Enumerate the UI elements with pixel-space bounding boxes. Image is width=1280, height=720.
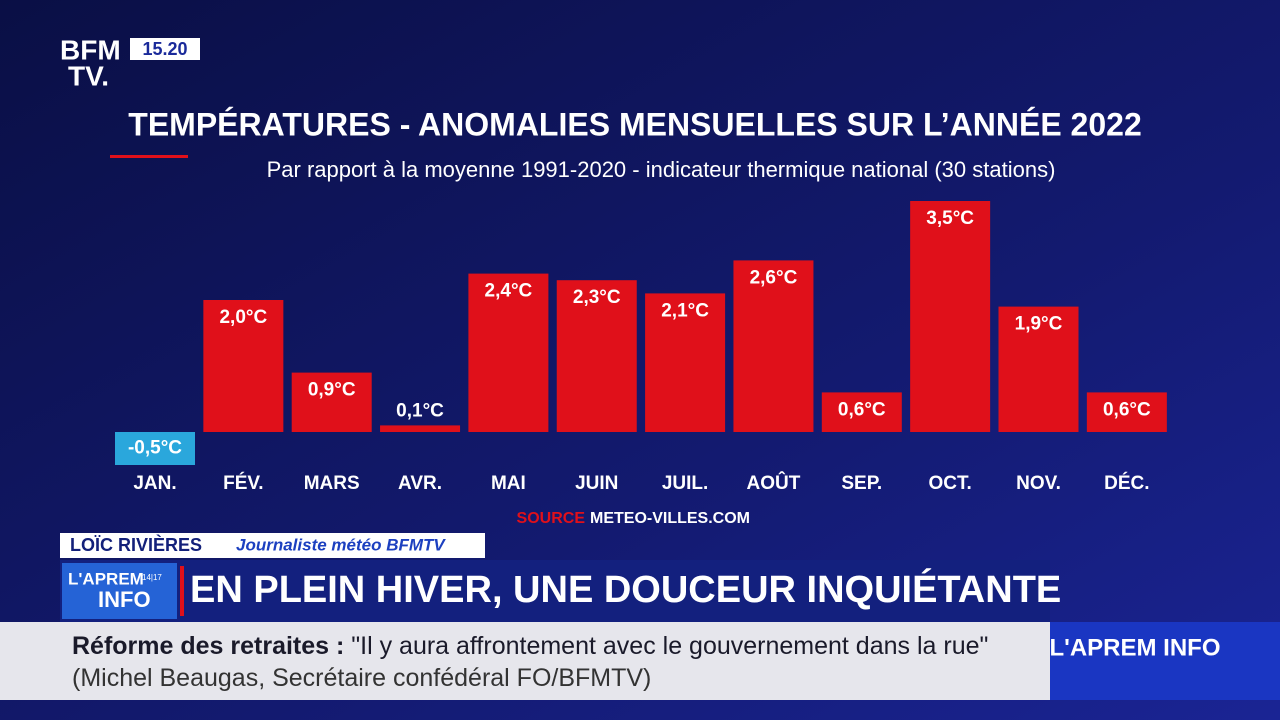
presenter-name: LOÏC RIVIÈRES — [70, 534, 202, 555]
bar — [733, 260, 814, 432]
clock: 15.20 — [142, 39, 187, 59]
value-label: 2,0°C — [219, 307, 267, 328]
bar — [998, 306, 1079, 432]
channel-logo: BFM — [60, 34, 121, 65]
ticker-attribution: (Michel Beaugas, Secrétaire confédéral F… — [72, 664, 652, 692]
x-tick-label: JAN. — [133, 473, 176, 494]
source-label: SOURCE — [517, 510, 586, 527]
x-tick-label: OCT. — [929, 473, 972, 494]
ticker-program-box — [1050, 622, 1280, 700]
headline-accent — [180, 566, 184, 616]
bar — [203, 300, 284, 432]
bar — [556, 280, 637, 432]
bar — [291, 372, 372, 432]
value-label: 2,1°C — [661, 300, 709, 321]
bars: -0,5°C JAN. 2,0°C FÉV. 0,9°C MARS 0,1°C AVR. 2,4… — [115, 201, 1167, 494]
bar — [910, 201, 991, 432]
value-label: 0,9°C — [308, 380, 356, 401]
headline: EN PLEIN HIVER, UNE DOUCEUR INQUIÉTANTE — [190, 567, 1061, 611]
value-label: 3,5°C — [926, 208, 974, 229]
ticker-program: L'APREM INFO — [1049, 634, 1220, 661]
value-label: 0,6°C — [1103, 399, 1151, 420]
program-logo: INFO — [98, 587, 151, 612]
title-accent — [110, 155, 188, 158]
value-label: 2,3°C — [573, 287, 621, 308]
x-tick-label: AVR. — [398, 473, 442, 494]
x-tick-label: AOÛT — [747, 472, 801, 494]
x-tick-label: NOV. — [1016, 473, 1061, 494]
ticker-quote: "Il y aura affrontement avec le gouverne… — [351, 632, 989, 660]
value-label: 1,9°C — [1015, 314, 1063, 335]
x-tick-label: MARS — [304, 473, 360, 494]
bar — [115, 432, 195, 465]
bar — [645, 293, 726, 432]
bar — [468, 273, 549, 432]
ticker-topic: Réforme des retraites : — [72, 632, 345, 660]
value-label: 0,1°C — [396, 400, 444, 421]
program-logo-box — [62, 563, 177, 619]
chart-subtitle: Par rapport à la moyenne 1991-2020 - ind… — [267, 157, 1056, 182]
ticker: Réforme des retraites : "Il y aura affro… — [72, 630, 1032, 694]
bar — [1086, 392, 1167, 432]
clock-box — [130, 38, 200, 60]
bar — [380, 425, 461, 432]
presenter-role: Journaliste météo BFMTV — [236, 535, 446, 554]
value-label: 2,6°C — [750, 267, 798, 288]
value-label: -0,5°C — [128, 438, 182, 459]
value-label: 2,4°C — [485, 281, 533, 302]
x-tick-label: MAI — [491, 473, 526, 494]
x-tick-label: JUIL. — [662, 473, 708, 494]
chart-title: TEMPÉRATURES - ANOMALIES MENSUELLES SUR … — [128, 106, 1141, 142]
x-tick-label: FÉV. — [223, 472, 264, 494]
value-label: 0,6°C — [838, 399, 886, 420]
name-strip — [60, 533, 485, 558]
program-time: 14|17 — [142, 573, 162, 582]
x-tick-label: JUIN — [575, 473, 618, 494]
ticker-band — [0, 622, 1050, 700]
program-logo: L'APREM — [68, 569, 144, 588]
source: METEO-VILLES.COM — [590, 510, 750, 527]
headline-band — [60, 560, 1050, 622]
x-tick-label: SEP. — [841, 473, 882, 494]
x-tick-label: DÉC. — [1104, 472, 1149, 494]
channel-logo: TV. — [68, 60, 109, 91]
bar — [821, 392, 902, 432]
